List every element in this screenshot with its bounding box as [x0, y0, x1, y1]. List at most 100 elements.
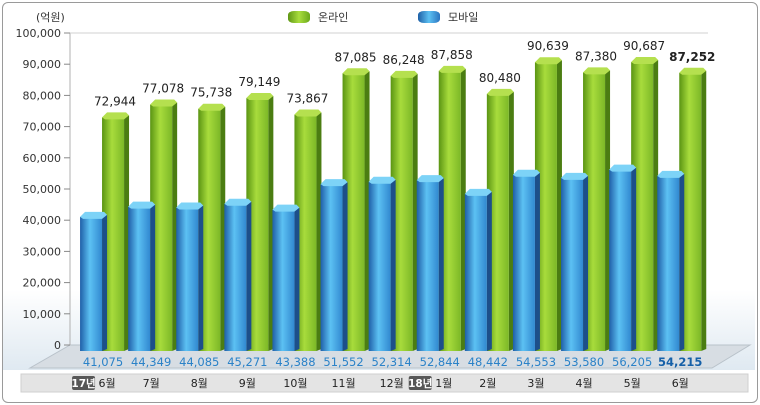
mobile-bar-side — [342, 182, 348, 351]
online-bar-cap — [631, 57, 659, 65]
mobile-bar-side — [679, 173, 685, 351]
mobile-bar-side — [534, 172, 540, 351]
online-bar — [198, 108, 221, 351]
mobile-bar-cap — [128, 201, 156, 209]
legend-swatch-online — [288, 11, 310, 23]
legend-label-mobile: 모바일 — [448, 11, 479, 24]
y-axis-tick-label: 100,000 — [16, 27, 62, 40]
online-bar-cap — [534, 57, 562, 65]
mobile-bar-cap — [368, 176, 396, 184]
mobile-bar — [609, 169, 632, 351]
x-axis-category-label: 1월 — [435, 377, 452, 390]
online-bar-side — [172, 102, 178, 352]
online-value-label: 90,687 — [623, 39, 665, 53]
online-bar — [294, 114, 317, 351]
mobile-bar — [416, 180, 439, 351]
online-value-label: 80,480 — [479, 71, 521, 85]
mobile-bar-side — [246, 201, 252, 351]
online-bar — [583, 72, 606, 352]
online-bar-cap — [438, 65, 466, 73]
x-axis-category-label: 11월 — [331, 377, 355, 390]
mobile-bar — [272, 209, 295, 351]
x-axis-category-label: 3월 — [527, 377, 544, 390]
online-bar-side — [508, 91, 514, 351]
mobile-bar-side — [631, 167, 637, 351]
y-axis-tick-label: 50,000 — [23, 183, 62, 196]
online-bar-cap — [294, 109, 322, 117]
mobile-bar — [657, 175, 680, 351]
online-bar — [150, 104, 173, 352]
online-value-label: 87,380 — [575, 49, 617, 63]
mobile-bar-cap — [80, 211, 108, 219]
y-axis-tick-label: 60,000 — [23, 152, 62, 165]
mobile-value-label: 52,314 — [372, 355, 412, 369]
online-bar-cap — [150, 99, 178, 107]
mobile-bar-cap — [176, 202, 204, 210]
mobile-bar-cap — [512, 169, 540, 177]
online-bar-side — [701, 70, 707, 352]
mobile-value-label: 51,552 — [323, 355, 363, 369]
online-bar-cap — [390, 70, 418, 78]
online-bar — [438, 70, 461, 351]
mobile-bar — [512, 174, 535, 351]
mobile-bar-side — [390, 179, 396, 351]
online-value-label: 87,858 — [431, 48, 473, 62]
category-band — [20, 373, 749, 393]
mobile-bar-cap — [464, 188, 492, 196]
online-value-label: 79,149 — [238, 75, 280, 89]
y-axis-tick-label: 80,000 — [23, 89, 62, 102]
mobile-bar — [320, 184, 343, 351]
online-bar — [246, 98, 269, 352]
online-bar-cap — [679, 67, 707, 75]
online-bar-side — [316, 112, 322, 351]
online-bar-cap — [102, 112, 130, 120]
x-axis-category-label: 6월 — [98, 377, 115, 390]
mobile-bar-side — [438, 178, 444, 351]
y-axis-tick-label: 70,000 — [23, 121, 62, 134]
online-bar-cap — [342, 68, 370, 76]
online-bar-side — [412, 73, 418, 351]
mobile-bar-side — [198, 205, 204, 351]
x-axis-category-label: 4월 — [575, 377, 592, 390]
online-value-label: 77,078 — [142, 82, 184, 96]
online-bar-side — [460, 68, 466, 351]
year-badge-label: 18년 — [408, 377, 432, 390]
mobile-value-label: 44,349 — [131, 355, 171, 369]
mobile-bar-side — [583, 175, 589, 351]
mobile-value-label: 52,844 — [420, 355, 460, 369]
y-axis-unit: (억원) — [36, 11, 65, 24]
y-axis-tick-label: 90,000 — [23, 58, 62, 71]
year-badge-label: 17년 — [71, 377, 95, 390]
mobile-value-label: 56,205 — [612, 355, 652, 369]
mobile-bar-cap — [657, 170, 685, 178]
online-value-label: 73,867 — [286, 92, 328, 106]
x-axis-category-label: 10월 — [283, 377, 307, 390]
online-value-label: 90,639 — [527, 39, 569, 53]
mobile-bar-cap — [320, 179, 348, 187]
mobile-bar — [464, 193, 487, 351]
online-bar-side — [653, 60, 659, 352]
online-bar-cap — [198, 103, 226, 111]
mobile-bar — [176, 207, 199, 351]
y-axis-tick-label: 40,000 — [23, 214, 62, 227]
online-bar — [534, 62, 557, 351]
online-value-label: 86,248 — [383, 53, 425, 67]
y-axis-tick-label: 30,000 — [23, 245, 62, 258]
year-badge — [72, 376, 96, 390]
online-bar-side — [124, 115, 130, 351]
x-axis-category-label: 2월 — [479, 377, 496, 390]
mobile-value-label: 54,215 — [658, 355, 702, 369]
online-value-label: 72,944 — [94, 94, 136, 108]
online-bar-side — [220, 106, 226, 351]
online-bar-cap — [486, 88, 514, 96]
mobile-value-label: 44,085 — [179, 355, 219, 369]
mobile-bar-cap — [609, 164, 637, 172]
mobile-value-label: 45,271 — [227, 355, 267, 369]
y-axis-tick-label: 0 — [54, 339, 61, 352]
x-axis-category-label: 8월 — [191, 377, 208, 390]
mobile-value-label: 43,388 — [275, 355, 315, 369]
online-bar-side — [268, 96, 274, 352]
legend-swatch-mobile — [418, 11, 440, 23]
mobile-value-label: 54,553 — [516, 355, 556, 369]
